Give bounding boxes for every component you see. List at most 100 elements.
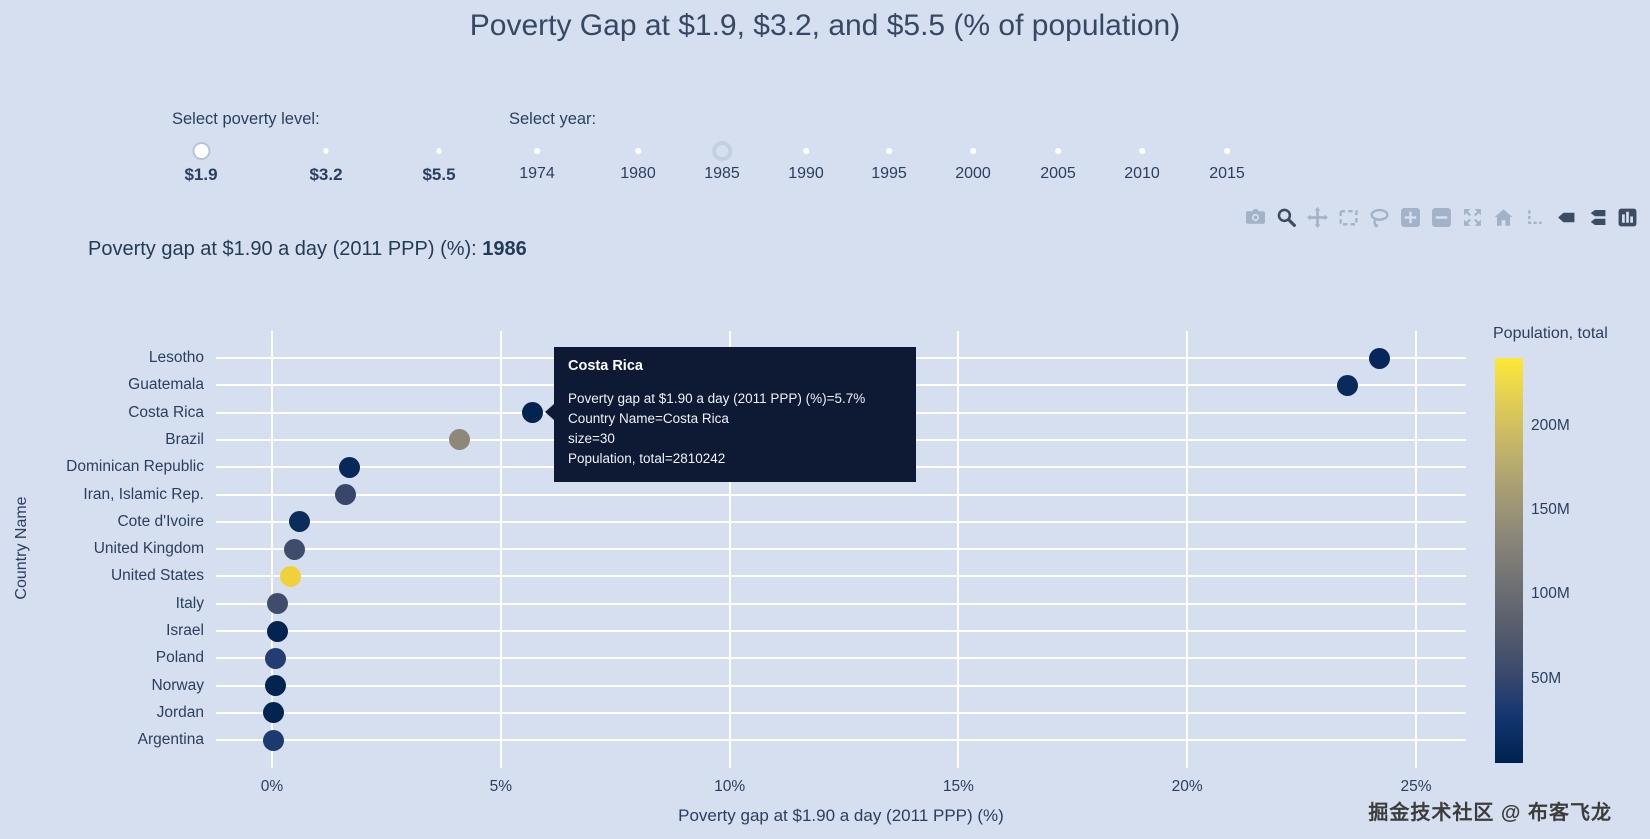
y-tick-label: Cote d'Ivoire [117,512,204,530]
tooltip-line: Poverty gap at $1.90 a day (2011 PPP) (%… [568,391,866,406]
y-tick-label: Argentina [137,731,204,749]
y-gridline [216,630,1466,632]
colorbar-tick-label: 150M [1531,500,1570,518]
data-point-norway[interactable] [264,675,286,697]
slider-option-label[interactable]: 2010 [1124,165,1160,182]
slider-option-2015[interactable]: 2015 [1209,142,1245,183]
y-axis-labels: Lesotho Guatemala Costa Rica Brazil Dominica… [0,331,205,768]
data-point-poland[interactable] [264,647,286,669]
slider-option-1985[interactable]: 1985 [704,141,740,183]
slider-option-label[interactable]: 2000 [955,165,991,182]
slider-handle[interactable] [192,142,210,160]
colorbar-tick-label: 200M [1531,416,1570,434]
data-point-united-kingdom[interactable] [284,538,306,560]
slider-option-2010[interactable]: 2010 [1124,142,1160,183]
data-point-argentina[interactable] [263,729,285,751]
slider-option-label[interactable]: 1980 [620,165,656,182]
slider-option-label[interactable]: 1995 [871,165,907,182]
slider-tick[interactable] [970,148,976,154]
data-point-jordan[interactable] [262,702,284,724]
y-tick-label: Lesotho [148,349,204,366]
y-tick-label: Italy [175,594,204,612]
slider-tick[interactable] [323,148,329,154]
x-tick-label: 15% [942,778,974,795]
x-tick-label: 20% [1171,778,1203,795]
data-point-costa-rica[interactable] [522,402,544,424]
slider-tick[interactable] [886,148,892,154]
data-point-lesotho[interactable] [1368,347,1390,369]
slider-option-1990[interactable]: 1990 [788,142,824,183]
slider-option-label[interactable]: $5.5 [422,165,456,184]
autoscale-icon[interactable] [1461,206,1483,228]
data-point-united-states[interactable] [279,565,301,587]
x-tick-label: 0% [260,778,284,795]
zoom-in-icon[interactable] [1399,206,1421,228]
slider-option-1995[interactable]: 1995 [871,142,907,183]
hover-compare-icon[interactable] [1585,206,1607,228]
x-axis-title: Poverty gap at $1.90 a day (2011 PPP) (%… [678,806,1004,825]
slider-option-1980[interactable]: 1980 [620,142,656,183]
data-point-cote-d-ivoire[interactable] [288,511,310,533]
y-gridline [216,711,1466,714]
zoom-icon[interactable] [1275,206,1297,228]
slider-option-label[interactable]: 1990 [788,165,824,182]
slider-option-1974[interactable]: 1974 [519,142,555,183]
plotly-logo-icon[interactable] [1616,206,1638,228]
y-tick-label: United States [110,567,204,585]
slider-tick[interactable] [803,148,809,154]
slider-handle[interactable] [712,141,732,161]
slider-tick[interactable] [1224,148,1230,154]
slider-option-label[interactable]: $1.9 [184,165,218,184]
slider-option-label[interactable]: 2005 [1040,165,1076,182]
reset-axes-icon[interactable] [1492,206,1514,228]
slider-tick[interactable] [635,148,641,154]
y-gridline [216,520,1466,523]
subtitle-year: 1986 [482,238,527,260]
data-point-israel[interactable] [266,620,288,642]
slider-option-2000[interactable]: 2000 [955,142,991,183]
x-tick-label: 10% [714,778,746,795]
tooltip-title: Costa Rica [568,358,643,374]
data-point-italy[interactable] [266,593,288,615]
data-point-iran-islamic-rep-[interactable] [334,484,356,505]
camera-icon[interactable] [1244,206,1266,228]
colorbar-tick-label: 50M [1531,669,1562,687]
slider-tick[interactable] [534,148,540,154]
slider-tick[interactable] [436,148,442,154]
tooltip-line: size=30 [568,431,615,446]
y-tick-label: Dominican Republic [66,458,204,476]
data-point-brazil[interactable] [449,429,471,451]
slider-option-5.5[interactable]: $5.5 [422,142,456,185]
slider-option-1.9[interactable]: $1.9 [184,142,218,185]
chart-subtitle: Poverty gap at $1.90 a day (2011 PPP) (%… [88,238,527,261]
slider-option-3.2[interactable]: $3.2 [309,142,343,185]
slider-option-label[interactable]: 1974 [519,165,555,182]
lasso-select-icon[interactable] [1368,206,1390,228]
slider-tick[interactable] [1055,148,1061,154]
y-axis-title: Country Name [13,496,30,600]
toggle-spikelines-icon[interactable] [1523,206,1545,228]
pan-icon[interactable] [1306,206,1328,228]
zoom-out-icon[interactable] [1430,206,1452,228]
y-gridline [216,602,1466,605]
x-tick-label: 5% [489,778,512,795]
hover-closest-icon[interactable] [1554,206,1576,228]
data-point-dominican-republic[interactable] [339,456,361,478]
box-select-icon[interactable] [1337,206,1359,228]
slider-tick[interactable] [1139,148,1145,154]
slider-option-2005[interactable]: 2005 [1040,142,1076,183]
watermark: 掘金技术社区 @ 布客飞龙 [1368,802,1612,824]
y-gridline [216,739,1466,742]
x-tick-label: 25% [1400,778,1432,795]
slider-option-label[interactable]: 1985 [704,165,740,182]
data-point-guatemala[interactable] [1336,374,1358,396]
slider-option-label[interactable]: $3.2 [309,165,343,184]
y-tick-label: Costa Rica [128,403,204,421]
y-tick-label: Guatemala [128,376,204,394]
colorbar [1495,358,1523,763]
year-label: Select year: [509,110,597,128]
slider-option-label[interactable]: 2015 [1209,165,1245,182]
y-tick-label: Brazil [165,430,204,448]
tooltip-arrow [545,404,554,420]
